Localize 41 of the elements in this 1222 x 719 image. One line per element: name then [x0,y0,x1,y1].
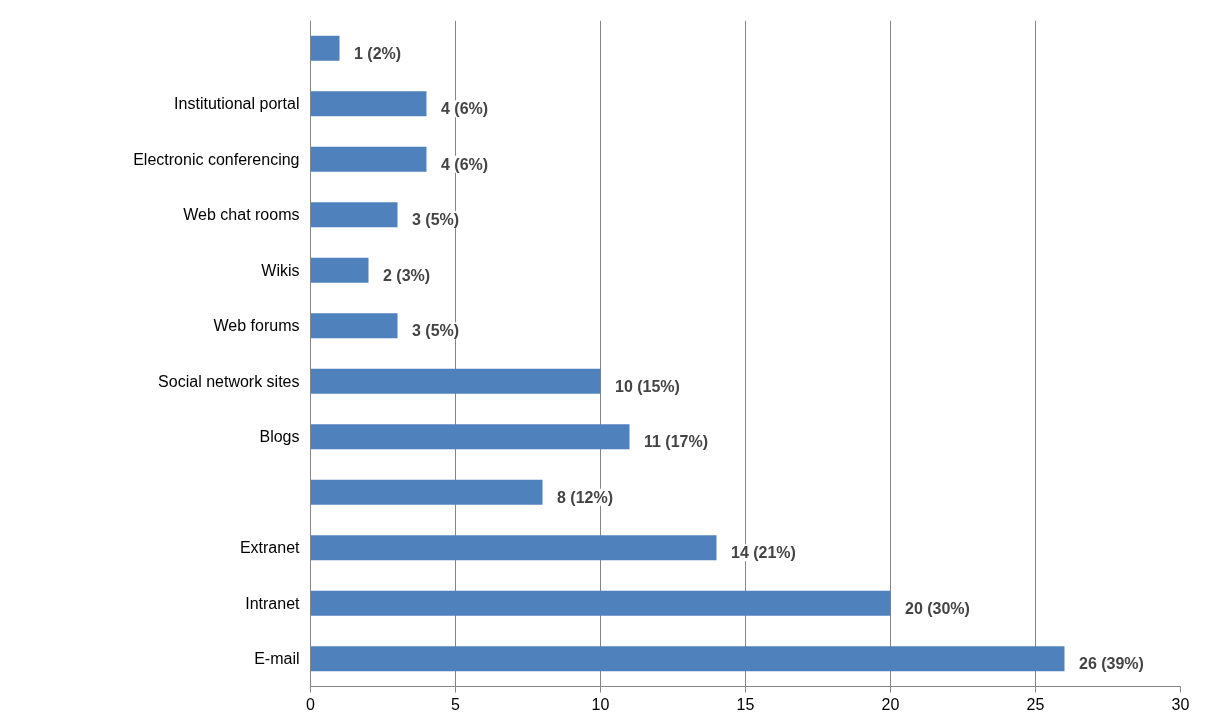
bar [310,535,717,561]
data-label: 4 (6%) [441,100,489,118]
bar [310,646,1065,672]
data-label: 14 (21%) [731,544,796,562]
data-label: 3 (5%) [412,211,460,229]
data-label: 2 (3%) [383,266,431,284]
x-tick-label: 15 [736,695,755,713]
y-tick-label: Blogs [259,428,300,446]
bar [310,257,369,283]
data-label: 11 (17%) [644,433,709,451]
bar [310,35,340,61]
bar [310,368,601,394]
y-tick-label: Web chat rooms [183,206,300,224]
data-label: 10 (15%) [615,377,680,395]
data-label: 20 (30%) [905,599,970,617]
y-tick-label: Web forums [213,317,300,335]
data-label: 8 (12%) [557,488,614,506]
x-tick-label: 5 [451,695,461,713]
bar [310,202,398,228]
x-tick-label: 20 [881,695,900,713]
bar [310,313,398,339]
y-tick-label: Intranet [245,594,301,612]
bar [310,479,543,505]
y-tick-label: Wikis [261,261,300,279]
y-tick-label: Extranet [239,539,301,557]
x-tick-label: 25 [1026,695,1045,713]
y-tick-label: Electronic conferencing [133,150,300,168]
bar [310,590,891,616]
x-tick-label: 0 [306,695,316,713]
data-label: 1 (2%) [354,44,402,62]
x-tick-label: 30 [1171,695,1190,713]
data-label: 4 (6%) [441,155,489,173]
data-label: 26 (39%) [1079,655,1144,673]
y-tick-label: E-mail [254,650,300,668]
bar [310,91,427,117]
y-tick-label: Institutional portal [174,95,300,113]
bar [310,146,427,172]
x-tick-label: 10 [591,695,610,713]
bar [310,424,630,450]
data-label: 3 (5%) [412,322,460,340]
y-tick-label: Social network sites [158,372,300,390]
